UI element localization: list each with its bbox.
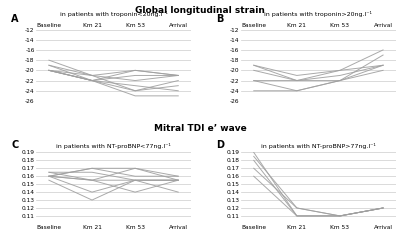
Title: in patients with NT-proBNP<77ng.l⁻¹: in patients with NT-proBNP<77ng.l⁻¹ (56, 143, 171, 149)
Text: B: B (216, 14, 223, 24)
Title: in patients with NT-proBNP>77ng.l⁻¹: in patients with NT-proBNP>77ng.l⁻¹ (261, 143, 376, 149)
Title: in patients with troponin<20ng.l⁻¹: in patients with troponin<20ng.l⁻¹ (60, 11, 168, 17)
Title: in patients with troponin>20ng.l⁻¹: in patients with troponin>20ng.l⁻¹ (264, 11, 372, 17)
Text: C: C (11, 139, 18, 150)
Text: D: D (216, 139, 224, 150)
Text: A: A (11, 14, 19, 24)
Text: Global longitudinal strain: Global longitudinal strain (135, 6, 265, 15)
Text: Mitral TDI e’ wave: Mitral TDI e’ wave (154, 124, 246, 133)
